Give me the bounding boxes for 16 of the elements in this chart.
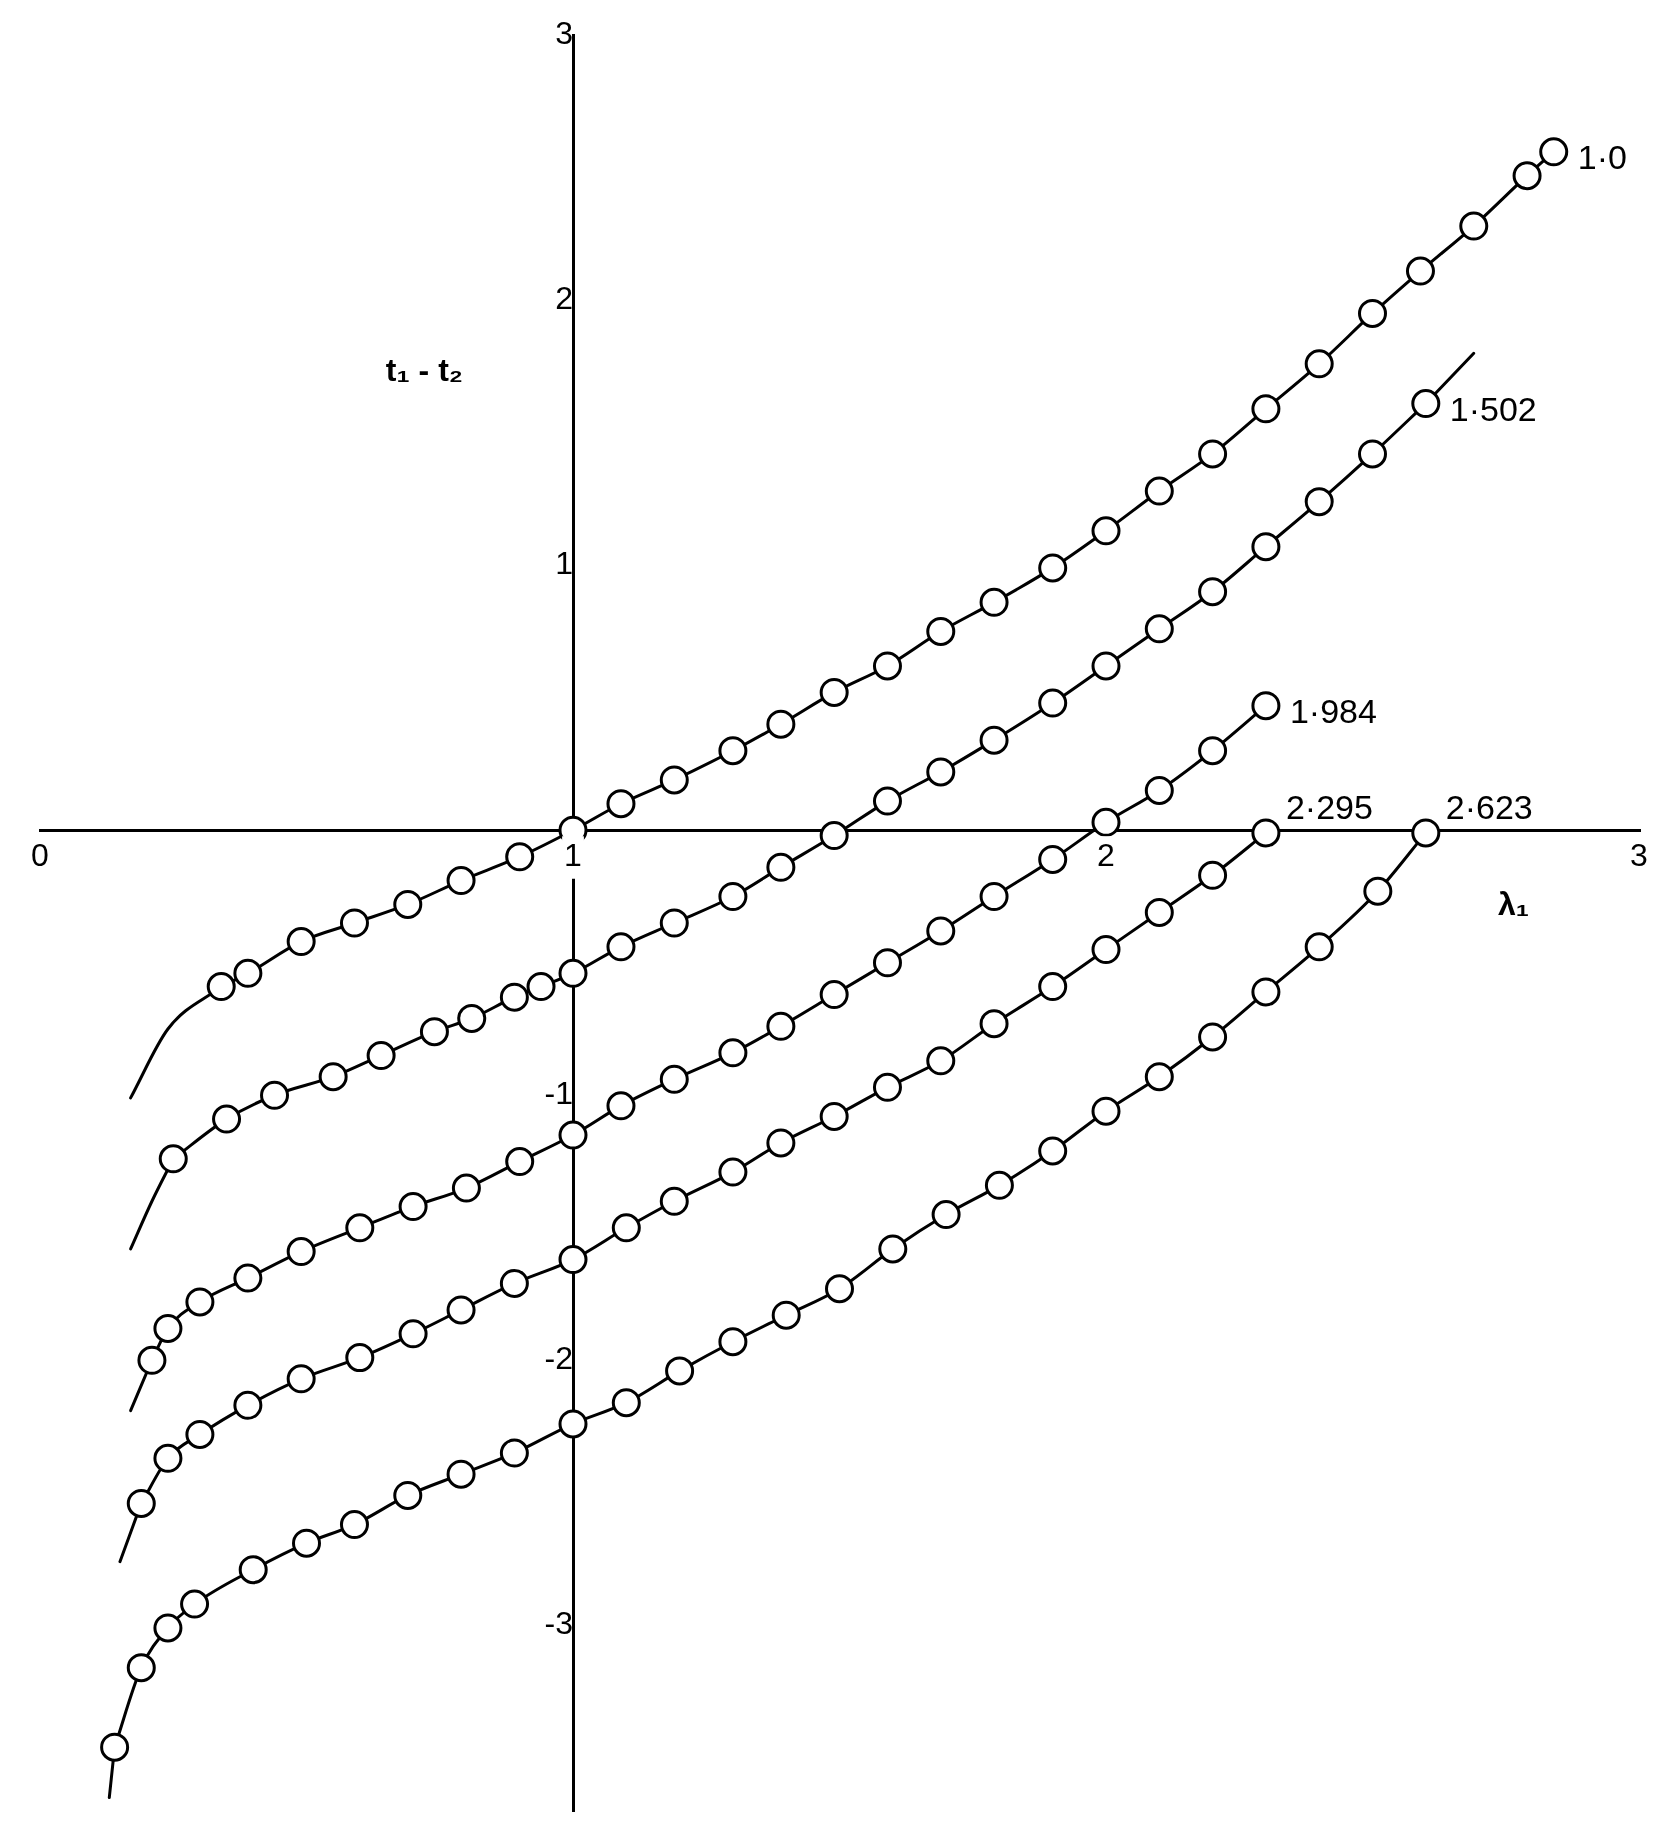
series-label: 2·295	[1285, 788, 1373, 827]
y-axis-title: t₁ - t₂	[385, 352, 463, 389]
series-label: 1·502	[1449, 389, 1537, 428]
x-tick-label: 2	[1097, 837, 1115, 874]
y-tick-label: -3	[544, 1605, 573, 1642]
y-tick-label: 1	[555, 545, 573, 582]
x-axis-title: λ₁	[1497, 886, 1529, 923]
series-label: 2·623	[1445, 788, 1533, 827]
y-tick-label: -2	[544, 1340, 573, 1377]
y-tick-label: 2	[555, 280, 573, 317]
x-tick-label: 3	[1630, 837, 1648, 874]
y-tick-label: -1	[544, 1075, 573, 1112]
y-tick-label: 3	[555, 15, 573, 52]
x-tick-label: 0	[31, 837, 49, 874]
series-label: 1·0	[1577, 138, 1627, 177]
series-label: 1·984	[1289, 692, 1377, 731]
